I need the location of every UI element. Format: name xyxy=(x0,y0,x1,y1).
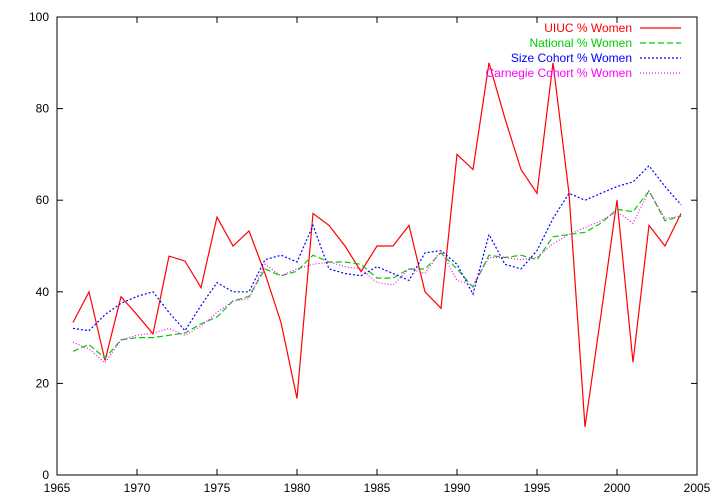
series-line-3 xyxy=(72,164,682,332)
legend-label: UIUC % Women xyxy=(544,21,632,35)
x-tick-label: 1970 xyxy=(124,481,151,495)
y-tick-label: 60 xyxy=(36,193,50,207)
x-tick-label: 1990 xyxy=(444,481,471,495)
series-line-2 xyxy=(72,189,682,360)
legend-label: Carnegie Cohort % Women xyxy=(485,66,632,80)
x-axis-ticks: 1965 1970 1975 1980 1985 1990 1995 2000 2005 xyxy=(44,17,711,495)
x-tick-label: 2005 xyxy=(684,481,711,495)
legend-label: Size Cohort % Women xyxy=(511,51,632,65)
y-tick-label: 100 xyxy=(29,10,49,24)
x-tick-label: 2000 xyxy=(604,481,631,495)
x-tick-label: 1975 xyxy=(204,481,231,495)
x-tick-label: 1985 xyxy=(364,481,391,495)
series-lines xyxy=(72,62,682,427)
y-tick-label: 80 xyxy=(36,102,50,116)
y-tick-label: 0 xyxy=(42,468,49,482)
legend-label: National % Women xyxy=(530,36,633,50)
y-tick-label: 20 xyxy=(36,376,50,390)
x-tick-label: 1980 xyxy=(284,481,311,495)
series-line-1 xyxy=(72,62,682,427)
y-tick-label: 40 xyxy=(36,285,50,299)
y-axis-ticks: 0 20 40 60 80 100 xyxy=(29,10,697,482)
x-tick-label: 1965 xyxy=(44,481,71,495)
x-tick-label: 1995 xyxy=(524,481,551,495)
